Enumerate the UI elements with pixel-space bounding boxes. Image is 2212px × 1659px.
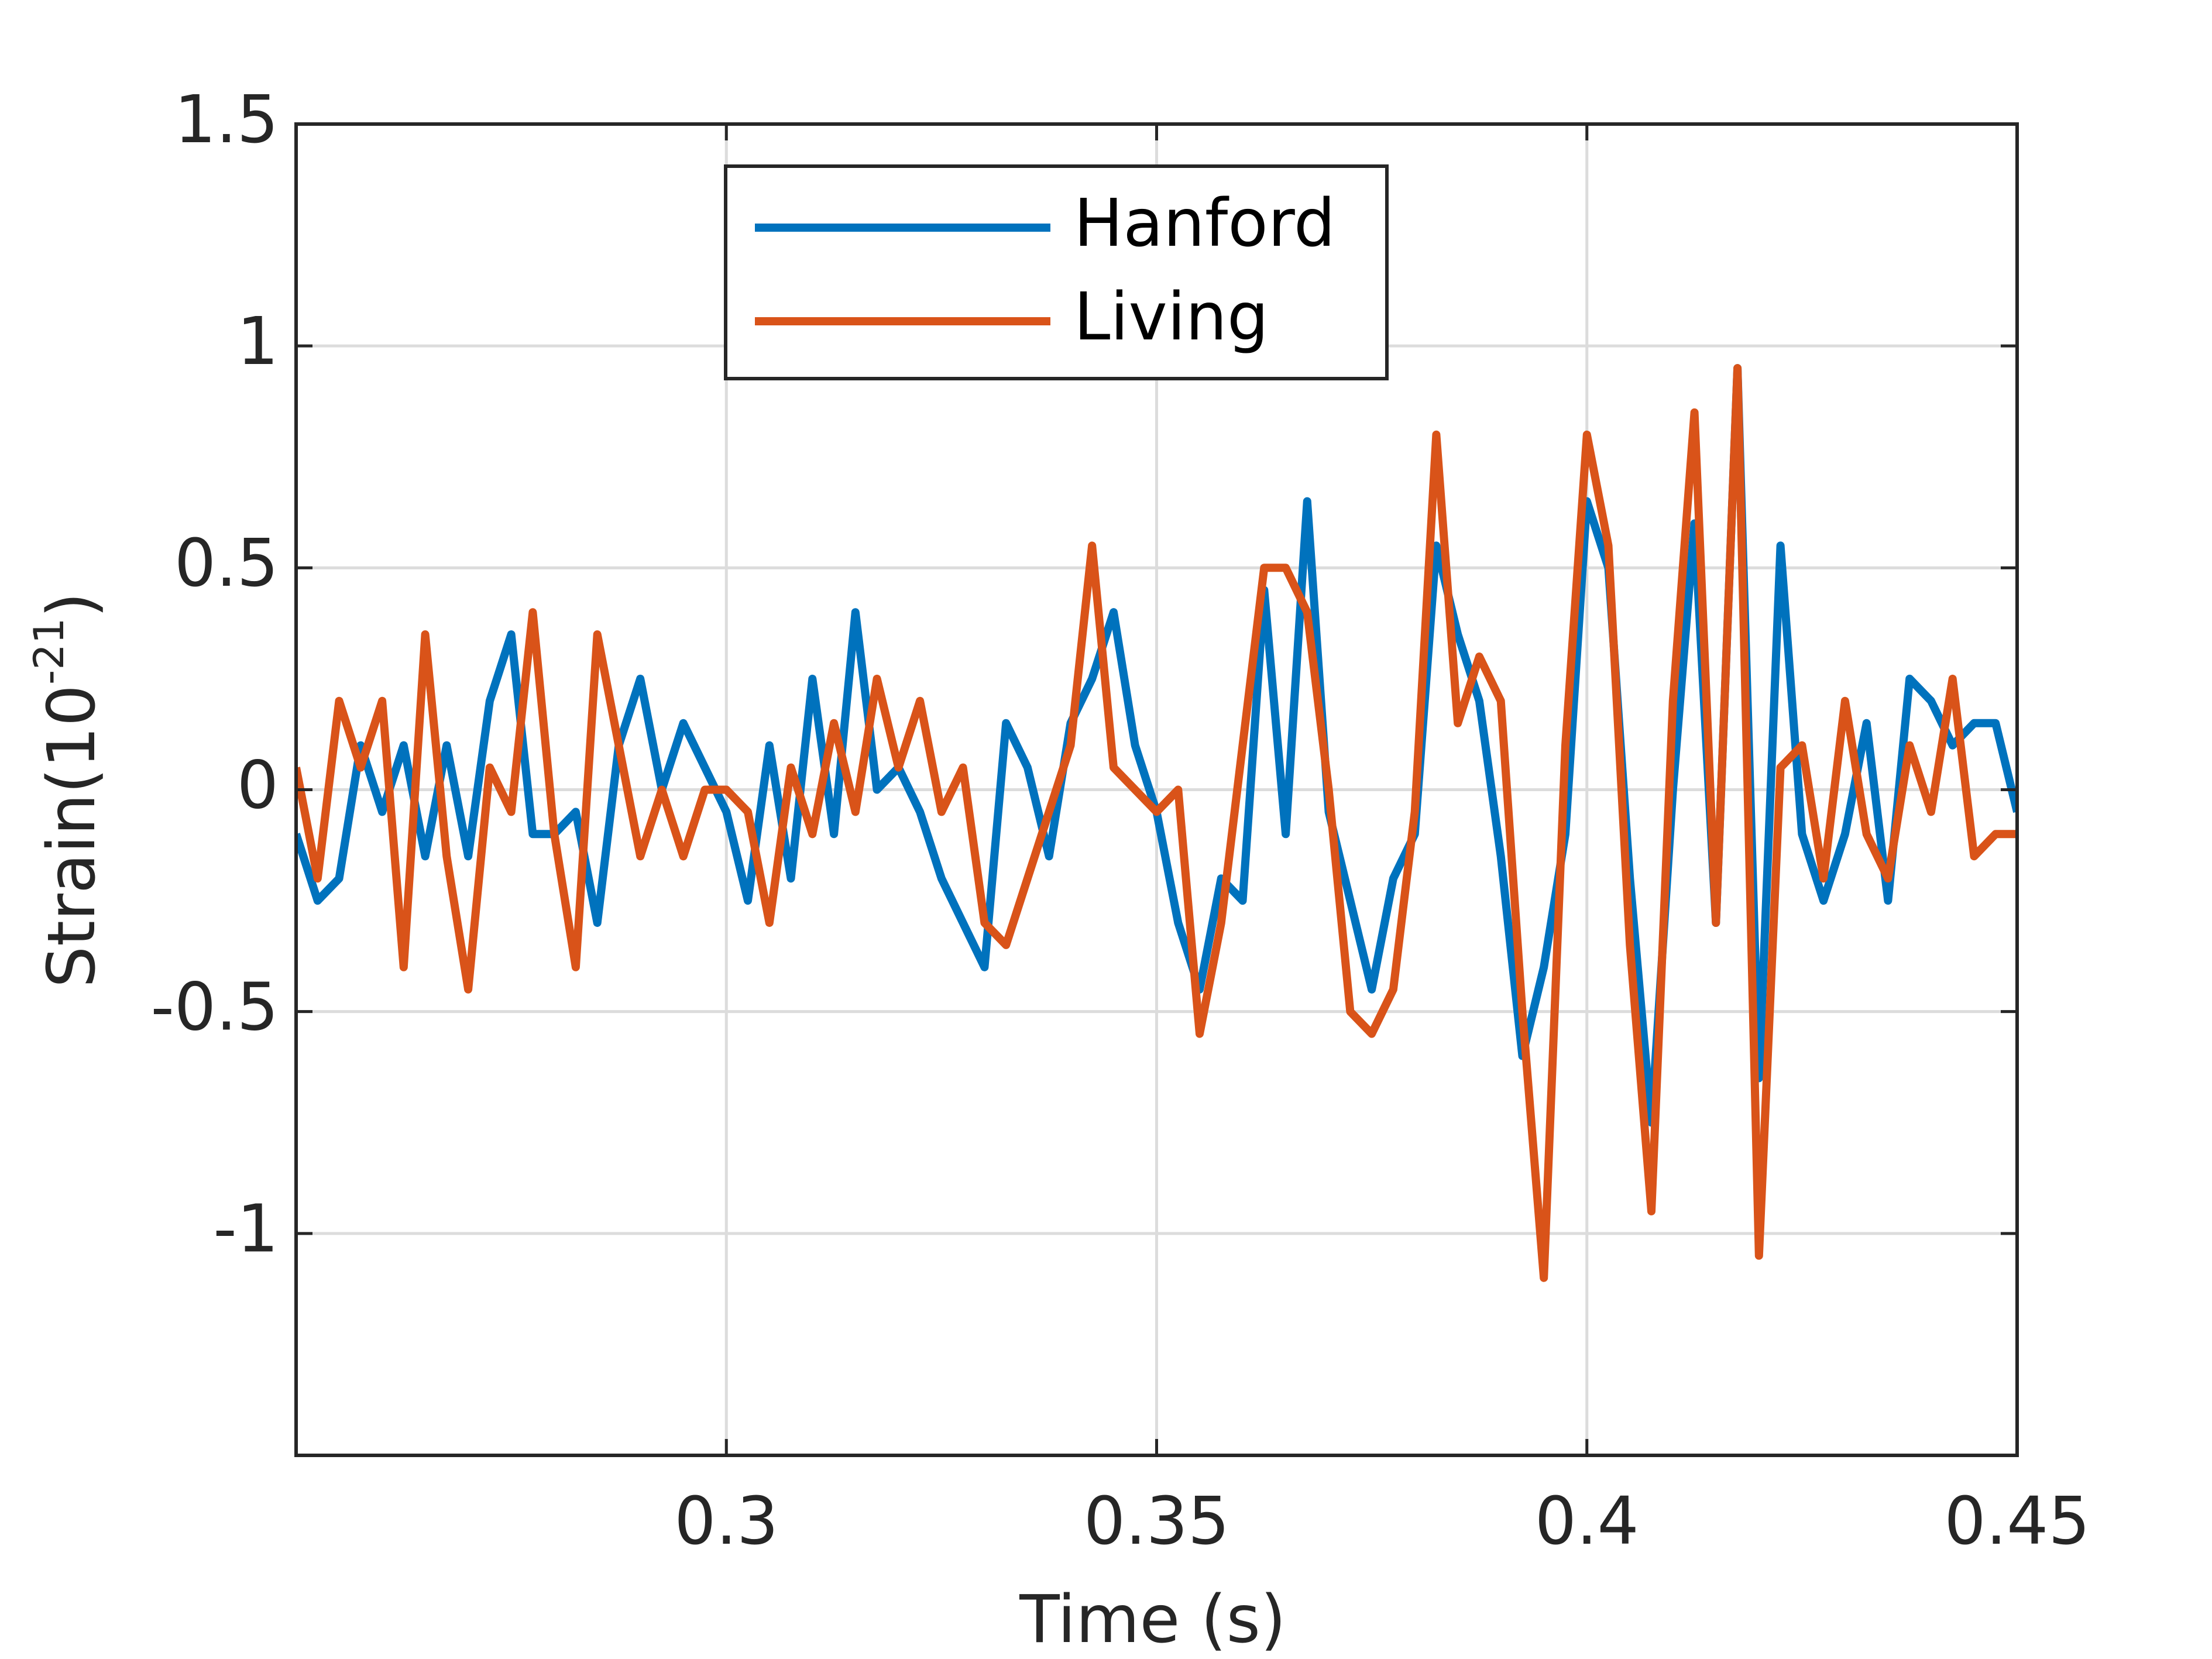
x-axis-label: Time (s) <box>1019 1582 1286 1658</box>
legend-label: Living <box>1074 279 1269 355</box>
y-tick-label: 0.5 <box>174 525 279 602</box>
x-tick-label: 0.45 <box>1944 1483 2090 1560</box>
y-tick-label: -0.5 <box>150 969 279 1045</box>
y-label-main: Strain(10 <box>34 685 110 988</box>
axes: 0.3 0.35 0.4 0.45 -1 -0.5 0 0.5 1 1.5 <box>150 82 2090 1560</box>
y-tick-label: 0 <box>237 747 279 823</box>
series-line <box>296 364 2017 1282</box>
x-tick-label: 0.4 <box>1535 1483 1639 1560</box>
legend-label: Hanford <box>1074 186 1335 262</box>
y-tick-label: -1 <box>213 1191 279 1268</box>
y-label-close: ) <box>34 592 110 618</box>
y-axis-label: Strain(10-21) <box>25 592 110 988</box>
x-tick-label: 0.35 <box>1084 1483 1229 1560</box>
plot-frame <box>294 122 2019 1457</box>
legend: Hanford Living <box>724 164 1389 380</box>
lines <box>296 364 2017 1282</box>
x-tick-label: 0.3 <box>674 1483 778 1560</box>
y-tick-label: 1 <box>237 304 279 380</box>
y-tick-label: 1.5 <box>174 82 279 158</box>
legend-box <box>724 164 1389 380</box>
y-label-exponent: -21 <box>25 618 73 685</box>
